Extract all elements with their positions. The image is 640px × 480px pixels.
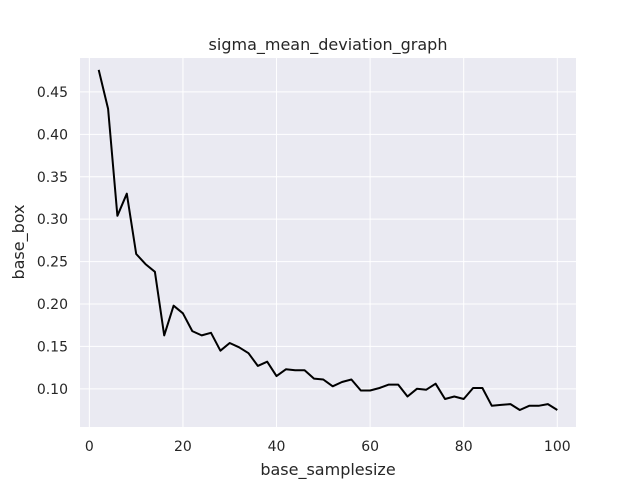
y-tick-label: 0.10	[37, 382, 68, 398]
x-tick-label: 80	[455, 439, 473, 455]
x-tick-label: 0	[85, 439, 94, 455]
x-tick-label: 60	[361, 439, 379, 455]
chart-title: sigma_mean_deviation_graph	[209, 35, 448, 55]
x-axis-label: base_samplesize	[260, 460, 395, 480]
grid-lines	[80, 58, 576, 427]
y-tick-label: 0.35	[37, 170, 68, 186]
y-axis-label: base_box	[9, 204, 29, 279]
x-tick-label: 100	[544, 439, 571, 455]
x-tick-label: 40	[268, 439, 286, 455]
y-tick-label: 0.40	[37, 127, 68, 143]
y-tick-label: 0.45	[37, 85, 68, 101]
y-tick-label: 0.15	[37, 339, 68, 355]
y-tick-label: 0.25	[37, 255, 68, 271]
plot-area	[80, 58, 576, 427]
x-tick-label: 20	[174, 439, 192, 455]
tick-labels: 0 20 40 60 80 100 0.10 0.15 0.20 0.25 0.30 0.35 0.40…	[37, 85, 571, 455]
y-tick-label: 0.30	[37, 212, 68, 228]
series-line	[97, 69, 558, 411]
y-tick-label: 0.20	[37, 297, 68, 313]
